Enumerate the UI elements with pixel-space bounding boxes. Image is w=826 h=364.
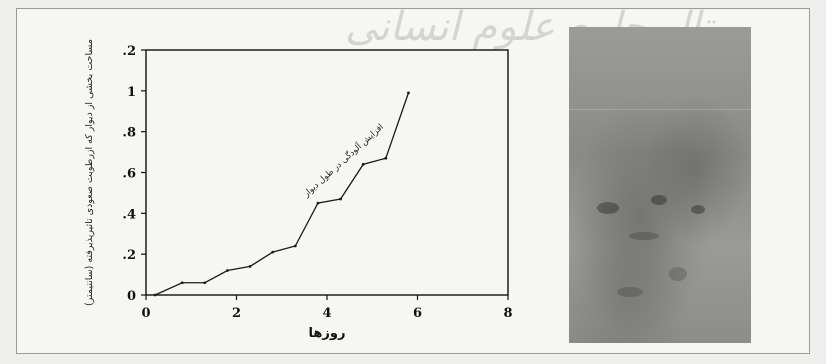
data-point: [249, 265, 252, 268]
data-point: [294, 245, 297, 248]
data-point: [226, 269, 229, 272]
x-tick-label: 2: [232, 306, 241, 321]
y-axis-label: مساحت بخشی از دیوار که ازرطوبت صعودی تاث…: [84, 39, 95, 306]
chart-annotation: افزایش آلودگی در طول دیوار: [300, 121, 386, 200]
y-tick-label: .4: [122, 207, 136, 222]
data-point: [384, 157, 387, 160]
series-line: [155, 93, 408, 295]
y-tick-label: 0: [127, 289, 136, 304]
data-point: [181, 281, 184, 284]
y-tick-label: .8: [122, 126, 136, 141]
data-point: [271, 251, 274, 254]
y-tick-label: .2: [122, 44, 136, 59]
x-tick-label: 0: [141, 306, 150, 321]
data-point: [203, 281, 206, 284]
x-tick-label: 4: [322, 306, 331, 321]
data-point: [362, 163, 365, 166]
x-tick-label: 8: [503, 306, 512, 321]
y-tick-label: .2: [122, 248, 136, 263]
wall-photo: [569, 27, 751, 343]
x-tick-label: 6: [413, 306, 422, 321]
data-point: [339, 198, 342, 201]
data-point: [317, 202, 320, 205]
x-axis-label: روزها: [309, 326, 346, 341]
y-tick-label: 1: [127, 85, 136, 100]
y-tick-label: .6: [122, 167, 136, 182]
data-point: [407, 91, 410, 94]
data-point: [154, 294, 157, 297]
